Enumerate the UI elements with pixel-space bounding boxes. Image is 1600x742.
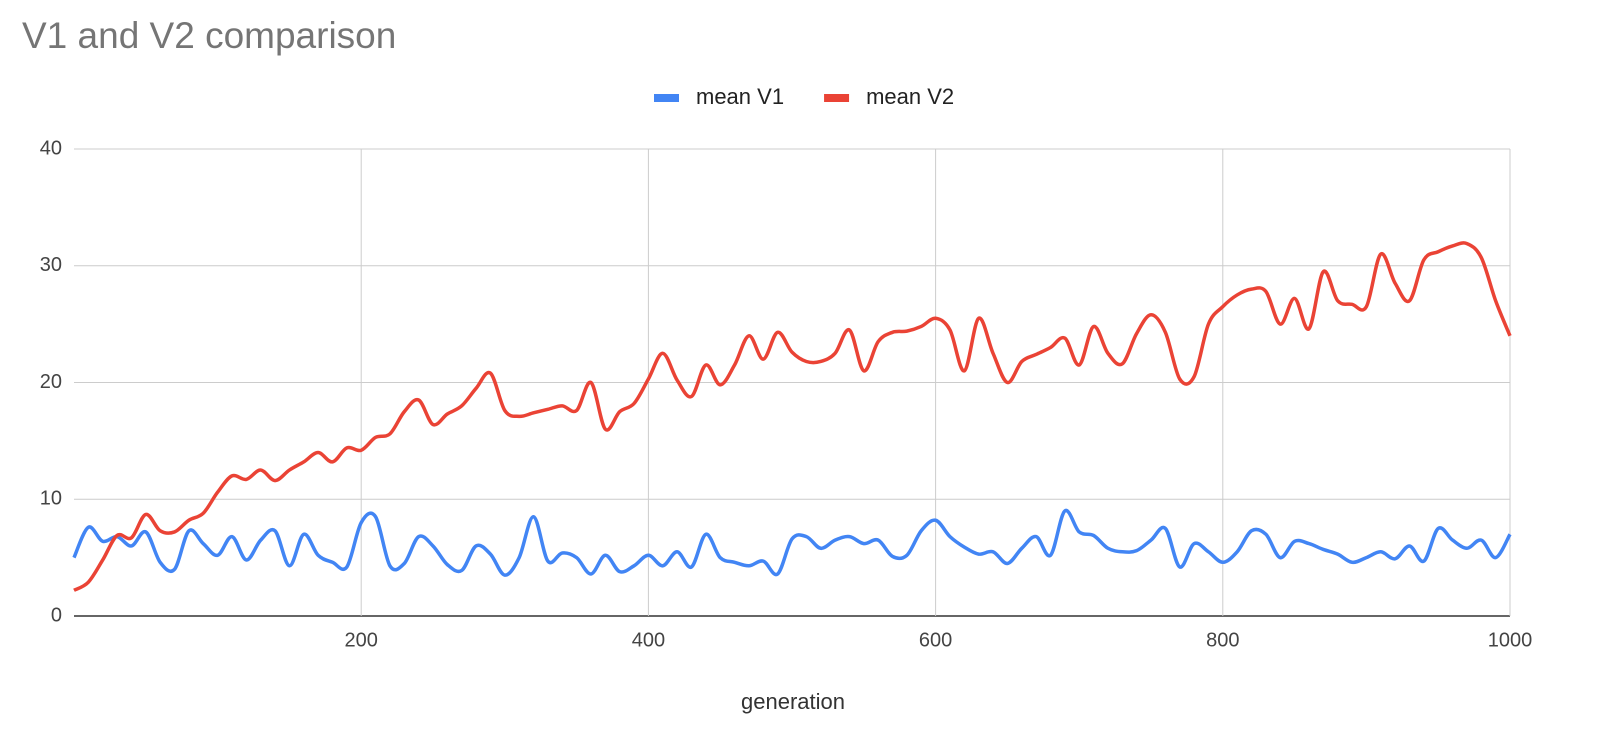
- data-line: [72, 508, 1512, 577]
- y-tick-label: 0: [51, 604, 62, 626]
- y-tick-label: 20: [40, 371, 62, 393]
- x-axis-title: generation: [741, 689, 845, 714]
- x-tick-label: 200: [345, 629, 378, 651]
- x-tick-label: 800: [1206, 629, 1239, 651]
- legend-label: mean V2: [866, 84, 954, 109]
- y-tick-label: 40: [40, 137, 62, 159]
- y-tick-label: 10: [40, 488, 62, 510]
- chart-title: V1 and V2 comparison: [22, 15, 396, 56]
- y-tick-label: 30: [40, 254, 62, 276]
- legend-swatch: [824, 94, 850, 102]
- x-tick-label: 600: [919, 629, 952, 651]
- x-tick-label: 400: [632, 629, 665, 651]
- x-tick-label: 1000: [1488, 629, 1533, 651]
- legend-label: mean V1: [696, 84, 784, 109]
- data-line: [73, 241, 1512, 592]
- legend-swatch: [654, 94, 679, 102]
